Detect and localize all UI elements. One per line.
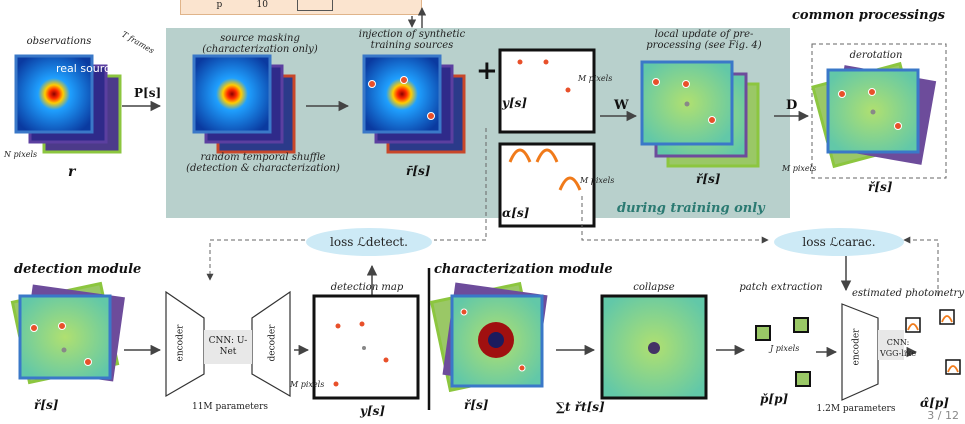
encoder-label: encoder [175, 324, 186, 362]
n-pixels-caption: N pixels [4, 150, 38, 159]
encoder2-label: encoder [851, 328, 862, 366]
m-pixels-1: M pixels [578, 74, 613, 83]
p-check-symbol: p̌[p] [760, 392, 789, 406]
decoder-label: decoder [267, 324, 278, 362]
r-check3-symbol: ř[s] [34, 398, 59, 412]
p-operator: P[s] [134, 86, 162, 100]
params-11m-label: 11M parameters [191, 402, 269, 412]
derotated-stack [811, 61, 937, 169]
vgg-shape [841, 303, 879, 401]
derotation-frame [811, 43, 947, 179]
derotation-caption: derotation [849, 50, 903, 61]
detection-module-title: detection module [14, 262, 142, 277]
loss-detect-ellipse: loss ℒdetect. [306, 228, 432, 256]
loss-detect-label: loss ℒdetect. [330, 235, 408, 249]
m-pixels-4: M pixels [290, 380, 325, 389]
observations-caption: observations [26, 36, 92, 47]
w-operator: W [614, 98, 629, 113]
params-1-2m-label: 1.2M parameters [816, 404, 896, 414]
top-strip-text: p 10 [185, 0, 269, 10]
masked-stack [192, 54, 296, 154]
y-s2-symbol: y[s] [360, 404, 386, 418]
y-s-symbol: y[s] [502, 96, 528, 110]
sum-symbol: ∑t řt[s] [556, 400, 605, 414]
characterization-module-title: characterization module [434, 262, 613, 277]
patch-3 [795, 371, 811, 387]
alpha-s-symbol: α[s] [502, 206, 530, 220]
loss-carac-label: loss ℒcarac. [802, 235, 876, 249]
top-strip: p 10 [180, 0, 422, 15]
alpha-hat-symbol: α̂[p] [920, 396, 949, 410]
r-check2-symbol: ř[s] [868, 180, 893, 194]
common-processings-title: common processings [792, 8, 945, 23]
source-masking-caption: source masking (characterization only) [202, 33, 318, 55]
top-strip-box [297, 0, 333, 11]
real-source-caption: real source [56, 62, 117, 75]
during-training-only-label: during training only [617, 201, 765, 216]
d-operator: D [786, 98, 798, 113]
m-pixels-3: M pixels [782, 164, 817, 173]
updated-stack [640, 60, 760, 168]
plus-symbol: + [476, 56, 498, 86]
r-bar-symbol: r̄[s] [406, 164, 431, 178]
j-pixels-label: J pixels [770, 344, 800, 353]
r-symbol: r [68, 164, 76, 180]
detection-map-caption: detection map [330, 282, 404, 293]
cnn-unet-label: CNN: U-Net [208, 336, 248, 357]
observations-stack [14, 54, 122, 154]
collapse-caption: collapse [633, 282, 675, 293]
patch-extraction-caption: patch extraction [739, 282, 823, 293]
m-pixels-2: M pixels [580, 176, 615, 185]
injection-stack [362, 54, 466, 154]
r-check4-symbol: ř[s] [464, 398, 489, 412]
patch-1 [755, 325, 771, 341]
estimated-photometry-caption: estimated photometry [852, 288, 964, 299]
patch-2 [793, 317, 809, 333]
loss-carac-ellipse: loss ℒcarac. [774, 228, 904, 256]
r-check-symbol: ř[s] [696, 172, 721, 186]
characterization-input-stack [429, 281, 548, 393]
detection-input-stack [10, 281, 125, 385]
page-number: 3 / 12 [927, 409, 959, 422]
injection-caption: injection of synthetic training sources [358, 29, 466, 51]
unet-shape [165, 290, 291, 398]
local-update-caption: local update of pre-processing (see Fig.… [646, 29, 762, 51]
cnn-vgg-label: CNN: VGG-like [879, 338, 917, 358]
detection-map [312, 294, 420, 400]
random-shuffle-caption: random temporal shuffle (detection & cha… [186, 152, 340, 174]
